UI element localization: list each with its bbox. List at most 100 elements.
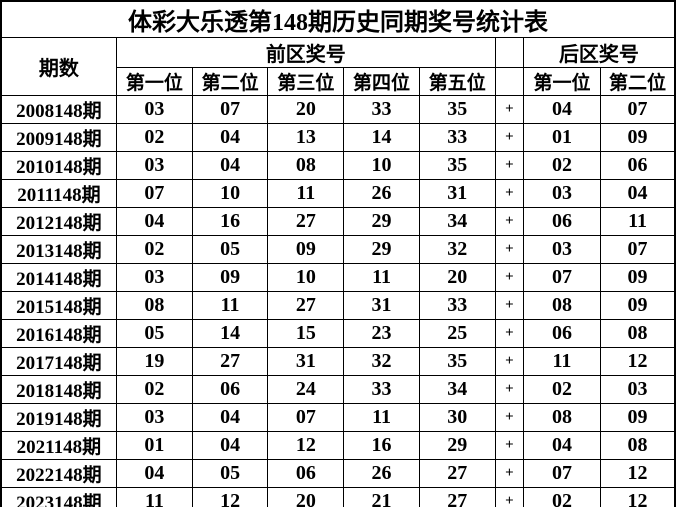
- period-cell: 2008148期: [0, 95, 117, 124]
- front-number-cell: 35: [418, 347, 496, 376]
- front-number-cell: 31: [418, 179, 496, 208]
- front-number-cell: 06: [267, 459, 345, 488]
- back-number-cell: 04: [522, 431, 602, 460]
- front-number-cell: 26: [343, 459, 420, 488]
- front-number-cell: 34: [418, 375, 496, 404]
- back-number-cell: 09: [600, 291, 676, 320]
- front-number-cell: 12: [267, 431, 345, 460]
- separator-cell: +: [494, 123, 524, 152]
- col-header-back-pos-2: 第二位: [600, 67, 676, 96]
- separator-cell: +: [494, 487, 524, 507]
- table-row: 2018148期 02 06 24 33 34 +02 03: [0, 375, 676, 404]
- table-row: 2011148期 07 10 11 26 31 +03 04: [0, 179, 676, 208]
- table-row: 2008148期 03 07 20 33 35 +04 07: [0, 95, 676, 124]
- front-number-cell: 32: [343, 347, 420, 376]
- back-number-cell: 04: [522, 95, 602, 124]
- front-number-cell: 08: [267, 151, 345, 180]
- front-number-cell: 12: [192, 487, 269, 507]
- back-number-cell: 07: [522, 459, 602, 488]
- front-number-cell: 03: [115, 403, 194, 432]
- back-number-cell: 02: [522, 487, 602, 507]
- separator-cell: +: [494, 207, 524, 236]
- front-number-cell: 07: [115, 179, 194, 208]
- front-number-cell: 11: [343, 403, 420, 432]
- front-number-cell: 04: [192, 403, 269, 432]
- back-number-cell: 11: [522, 347, 602, 376]
- front-number-cell: 01: [115, 431, 194, 460]
- period-cell: 2016148期: [0, 319, 117, 348]
- separator-cell: +: [494, 375, 524, 404]
- period-cell: 2010148期: [0, 151, 117, 180]
- front-number-cell: 11: [115, 487, 194, 507]
- front-number-cell: 27: [192, 347, 269, 376]
- header-group-row: 期数 前区奖号 后区奖号: [0, 37, 676, 96]
- separator-cell: +: [494, 459, 524, 488]
- table-row: 2022148期 04 05 06 26 27 +07 12: [0, 459, 676, 488]
- col-header-front-pos-1: 第一位: [115, 67, 194, 96]
- period-cell: 2015148期: [0, 291, 117, 320]
- period-cell: 2022148期: [0, 459, 117, 488]
- front-number-cell: 30: [418, 403, 496, 432]
- back-number-cell: 06: [522, 207, 602, 236]
- separator-cell: +: [494, 263, 524, 292]
- table-row: 2012148期 04 16 27 29 34 +06 11: [0, 207, 676, 236]
- back-number-cell: 06: [522, 319, 602, 348]
- separator-cell: +: [494, 319, 524, 348]
- period-cell: 2011148期: [0, 179, 117, 208]
- front-number-cell: 15: [267, 319, 345, 348]
- back-number-cell: 12: [600, 487, 676, 507]
- front-number-cell: 02: [115, 235, 194, 264]
- front-number-cell: 33: [418, 123, 496, 152]
- front-number-cell: 07: [267, 403, 345, 432]
- back-number-cell: 08: [600, 431, 676, 460]
- front-number-cell: 04: [192, 151, 269, 180]
- table-row: 2016148期 05 14 15 23 25 +06 08: [0, 319, 676, 348]
- header-position-row: 第一位 第二位 第三位 第四位 第五位 第一位 第二位: [1, 67, 676, 96]
- separator-cell: +: [494, 347, 524, 376]
- period-cell: 2013148期: [0, 235, 117, 264]
- table-row: 2015148期 08 11 27 31 33 +08 09: [0, 291, 676, 320]
- back-number-cell: 04: [600, 179, 676, 208]
- front-number-cell: 33: [343, 375, 420, 404]
- back-number-cell: 08: [522, 403, 602, 432]
- back-number-cell: 09: [600, 263, 676, 292]
- front-number-cell: 21: [343, 487, 420, 507]
- front-number-cell: 03: [115, 263, 194, 292]
- front-number-cell: 05: [115, 319, 194, 348]
- front-number-cell: 04: [192, 431, 269, 460]
- separator-cell: +: [494, 235, 524, 264]
- front-number-cell: 25: [418, 319, 496, 348]
- front-number-cell: 11: [343, 263, 420, 292]
- period-cell: 2009148期: [0, 123, 117, 152]
- separator-cell: +: [494, 403, 524, 432]
- back-number-cell: 12: [600, 459, 676, 488]
- separator-cell: +: [494, 291, 524, 320]
- table-row: 2023148期 11 12 20 21 27 +02 12: [0, 487, 676, 507]
- front-number-cell: 04: [192, 123, 269, 152]
- table-row: 2013148期 02 05 09 29 32 +03 07: [0, 235, 676, 264]
- front-number-cell: 27: [418, 459, 496, 488]
- table-row: 2017148期 19 27 31 32 35 +11 12: [0, 347, 676, 376]
- period-cell: 2017148期: [0, 347, 117, 376]
- separator-cell: +: [494, 431, 524, 460]
- front-number-cell: 26: [343, 179, 420, 208]
- front-number-cell: 13: [267, 123, 345, 152]
- col-header-back-pos-1: 第一位: [522, 67, 602, 96]
- period-cell: 2012148期: [0, 207, 117, 236]
- front-number-cell: 31: [343, 291, 420, 320]
- back-number-cell: 12: [600, 347, 676, 376]
- front-number-cell: 20: [418, 263, 496, 292]
- back-number-cell: 07: [522, 263, 602, 292]
- period-cell: 2014148期: [0, 263, 117, 292]
- table-title: 体彩大乐透第148期历史同期奖号统计表: [0, 0, 676, 38]
- table-row: 2010148期 03 04 08 10 35 +02 06: [0, 151, 676, 180]
- front-number-cell: 03: [115, 95, 194, 124]
- back-number-cell: 02: [522, 151, 602, 180]
- back-number-cell: 11: [600, 207, 676, 236]
- col-header-front-pos-3: 第三位: [267, 67, 345, 96]
- back-number-cell: 07: [600, 235, 676, 264]
- table-row: 2019148期 03 04 07 11 30 +08 09: [0, 403, 676, 432]
- table-row: 2014148期 03 09 10 11 20 +07 09: [0, 263, 676, 292]
- col-header-period: 期数: [0, 37, 117, 96]
